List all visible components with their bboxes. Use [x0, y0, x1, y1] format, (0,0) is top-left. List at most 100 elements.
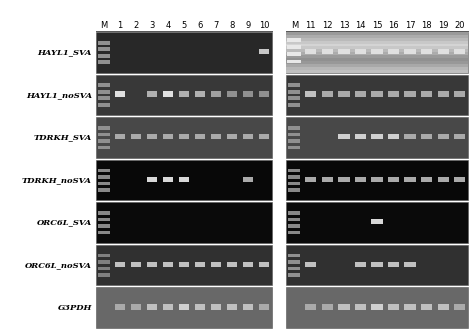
Bar [98, 103, 110, 107]
Text: 5: 5 [182, 21, 187, 30]
Text: 15: 15 [372, 21, 382, 30]
Bar [286, 64, 468, 67]
Bar [98, 97, 110, 100]
Bar [130, 304, 141, 310]
Bar [288, 90, 300, 94]
Bar [258, 304, 269, 310]
Bar [438, 49, 449, 54]
Bar [355, 262, 366, 267]
Bar [388, 177, 399, 182]
Bar [371, 49, 383, 54]
Bar [96, 245, 272, 286]
Bar [421, 134, 432, 139]
Bar [287, 52, 301, 56]
Bar [227, 262, 237, 267]
Bar [286, 46, 468, 49]
Bar [288, 126, 300, 130]
Bar [286, 44, 468, 46]
Bar [438, 134, 449, 139]
Bar [288, 103, 300, 107]
Bar [286, 74, 468, 115]
Bar [421, 49, 432, 54]
Bar [179, 262, 190, 267]
Bar [404, 177, 416, 182]
Bar [438, 177, 449, 182]
Bar [227, 304, 237, 310]
Bar [146, 304, 157, 310]
Bar [258, 49, 269, 54]
Bar [286, 61, 468, 64]
Text: M: M [100, 21, 108, 30]
Bar [404, 304, 416, 310]
Bar [258, 92, 269, 97]
Bar [194, 262, 205, 267]
Bar [388, 92, 399, 97]
Bar [286, 41, 468, 44]
Bar [243, 134, 254, 139]
Bar [98, 139, 110, 143]
Bar [163, 304, 173, 310]
Bar [438, 304, 449, 310]
Bar [227, 92, 237, 97]
Text: 11: 11 [306, 21, 316, 30]
Text: TDRKH_noSVA: TDRKH_noSVA [22, 176, 92, 184]
Bar [338, 49, 349, 54]
Bar [96, 74, 272, 115]
Bar [286, 49, 468, 52]
Bar [371, 92, 383, 97]
Bar [404, 92, 416, 97]
Bar [210, 262, 221, 267]
Bar [454, 49, 465, 54]
Bar [98, 146, 110, 149]
Text: M: M [291, 21, 298, 30]
Bar [286, 117, 468, 158]
Text: ORC6L_noSVA: ORC6L_noSVA [25, 261, 92, 269]
Bar [98, 224, 110, 228]
Bar [96, 32, 272, 72]
Text: 10: 10 [259, 21, 269, 30]
Bar [288, 231, 300, 234]
Text: 13: 13 [338, 21, 349, 30]
Bar [421, 304, 432, 310]
Bar [98, 126, 110, 130]
Bar [243, 177, 254, 182]
Bar [98, 267, 110, 271]
Bar [146, 177, 157, 182]
Bar [338, 92, 349, 97]
Bar [322, 92, 333, 97]
Bar [388, 262, 399, 267]
Text: ORC6L_SVA: ORC6L_SVA [37, 218, 92, 226]
Bar [98, 90, 110, 94]
Bar [355, 92, 366, 97]
Bar [288, 169, 300, 172]
Bar [258, 134, 269, 139]
Text: 18: 18 [421, 21, 432, 30]
Bar [98, 231, 110, 234]
Bar [146, 92, 157, 97]
Bar [288, 146, 300, 149]
Bar [371, 219, 383, 224]
Bar [210, 304, 221, 310]
Bar [454, 304, 465, 310]
Bar [338, 134, 349, 139]
Bar [194, 134, 205, 139]
Bar [130, 134, 141, 139]
Bar [115, 134, 126, 139]
Bar [98, 169, 110, 172]
Bar [288, 254, 300, 258]
Bar [98, 260, 110, 264]
Bar [98, 211, 110, 215]
Bar [98, 84, 110, 87]
Bar [288, 182, 300, 185]
Bar [286, 160, 468, 200]
Bar [338, 177, 349, 182]
Bar [286, 202, 468, 243]
Bar [287, 38, 301, 42]
Bar [163, 262, 173, 267]
Bar [288, 218, 300, 221]
Bar [355, 134, 366, 139]
Bar [286, 55, 468, 58]
Bar [210, 92, 221, 97]
Bar [371, 262, 383, 267]
Bar [258, 262, 269, 267]
